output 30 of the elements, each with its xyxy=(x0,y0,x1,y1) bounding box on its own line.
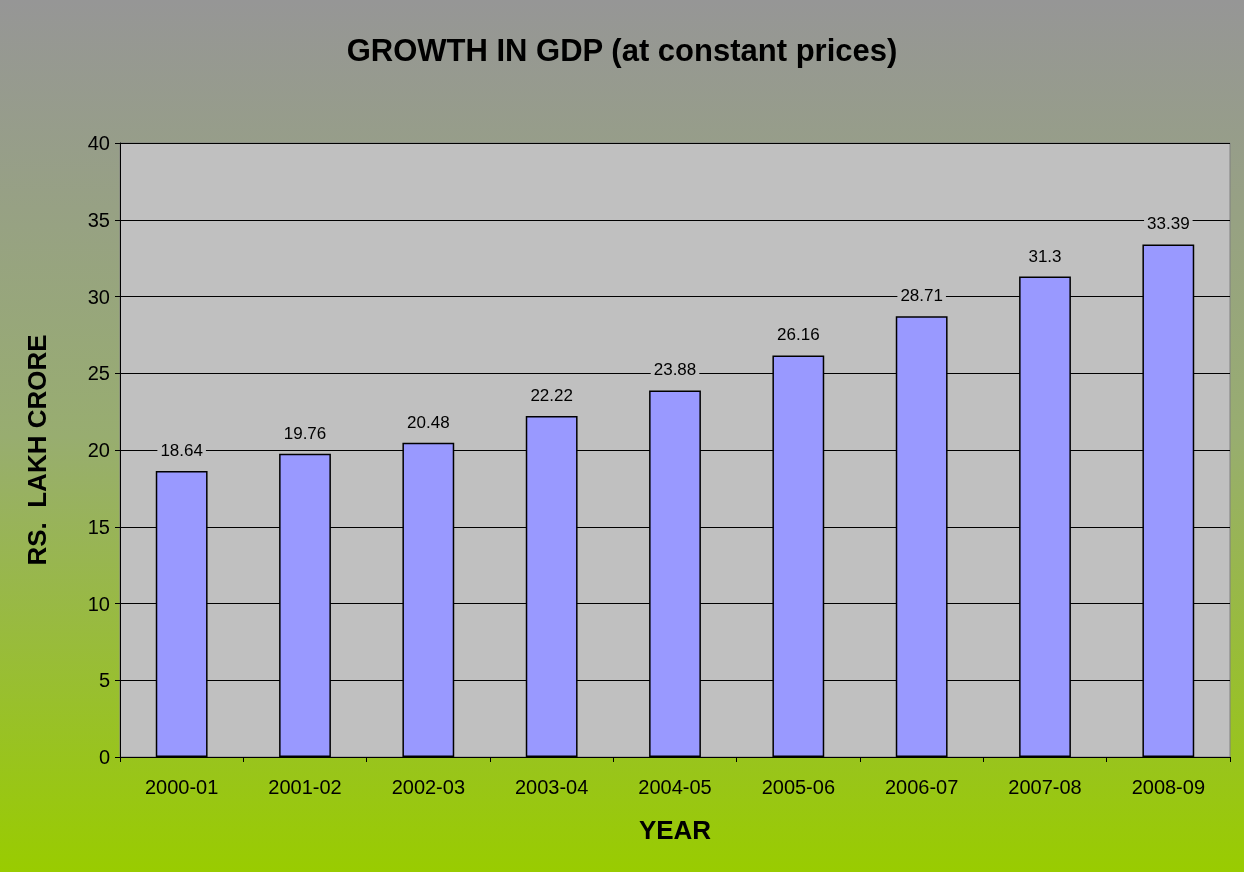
data-label: 19.76 xyxy=(283,423,327,443)
data-label: 23.88 xyxy=(653,360,697,380)
x-tick-label: 2005-06 xyxy=(761,776,836,798)
data-label: 26.16 xyxy=(777,325,820,345)
y-tick-label: 10 xyxy=(87,592,110,615)
x-tick-label: 2000-01 xyxy=(144,776,219,798)
data-label: 31.3 xyxy=(1028,246,1062,266)
data-label: 22.22 xyxy=(530,385,573,405)
x-axis-title: YEAR xyxy=(638,815,712,845)
y-tick-label: 20 xyxy=(87,439,110,461)
data-label: 33.39 xyxy=(1147,214,1190,234)
y-tick-label: 0 xyxy=(98,746,110,768)
x-tick-label: 2001-02 xyxy=(268,776,342,798)
x-tick-label: 2008-09 xyxy=(1131,776,1206,798)
x-tick-label: 2007-08 xyxy=(1008,776,1082,798)
data-label: 20.48 xyxy=(407,412,450,432)
data-label: 28.71 xyxy=(900,286,943,306)
data-label: 18.64 xyxy=(160,440,203,460)
y-tick-label: 5 xyxy=(98,669,110,692)
x-tick-label: 2002-03 xyxy=(391,776,466,798)
x-tick-label: 2003-04 xyxy=(514,776,589,798)
x-tick-label: 2006-07 xyxy=(884,776,959,798)
y-axis-title: RS. LAKH CRORE xyxy=(22,334,52,566)
y-tick-label: 15 xyxy=(87,515,110,538)
y-tick-label: 30 xyxy=(87,285,110,308)
y-tick-label: 35 xyxy=(87,208,110,231)
chart-title: GROWTH IN GDP (at constant prices) xyxy=(346,33,898,68)
y-tick-label: 25 xyxy=(87,362,110,385)
y-tick-label: 40 xyxy=(87,132,110,154)
x-tick-label: 2004-05 xyxy=(638,776,712,798)
